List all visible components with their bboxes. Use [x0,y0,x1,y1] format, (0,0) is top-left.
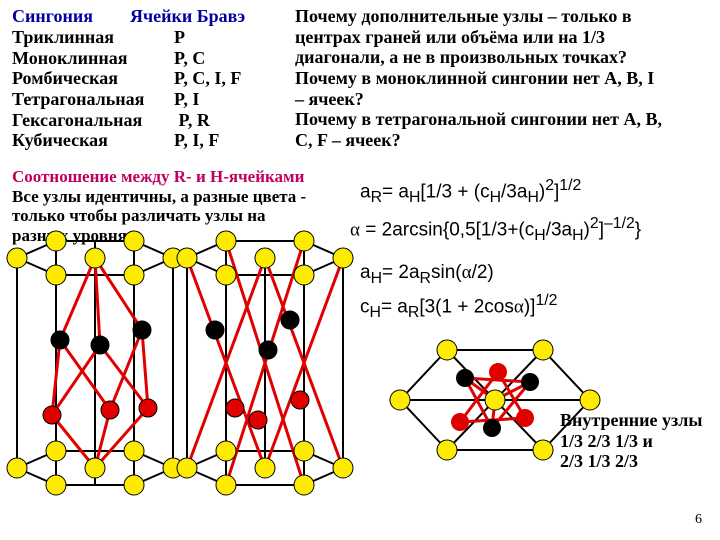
left-hex-prism [7,231,183,495]
right-hex-prism [177,231,353,495]
crystal-diagrams [0,0,720,540]
hex-top-view [390,340,600,460]
